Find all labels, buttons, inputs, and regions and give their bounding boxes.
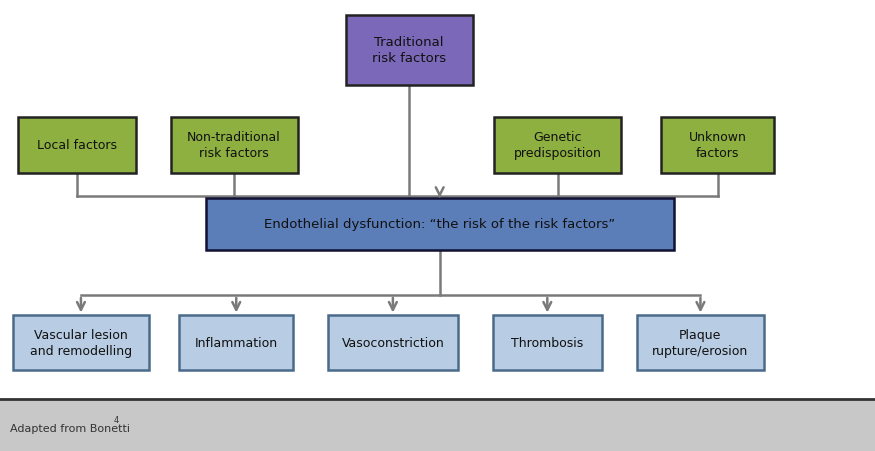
Text: Genetic
predisposition: Genetic predisposition bbox=[514, 131, 602, 160]
Text: Non-traditional
risk factors: Non-traditional risk factors bbox=[187, 131, 281, 160]
Bar bbox=[346, 16, 472, 86]
Text: Inflammation: Inflammation bbox=[195, 336, 278, 349]
Bar bbox=[206, 198, 674, 250]
Bar bbox=[328, 316, 458, 370]
Bar bbox=[493, 316, 602, 370]
Bar bbox=[661, 117, 774, 174]
Bar bbox=[179, 316, 293, 370]
Bar bbox=[171, 117, 298, 174]
Text: Unknown
factors: Unknown factors bbox=[689, 131, 746, 160]
Bar bbox=[18, 117, 136, 174]
Bar bbox=[637, 316, 764, 370]
Text: Vasoconstriction: Vasoconstriction bbox=[341, 336, 444, 349]
Bar bbox=[494, 117, 621, 174]
Bar bbox=[13, 316, 149, 370]
Text: Endothelial dysfunction: “the risk of the risk factors”: Endothelial dysfunction: “the risk of th… bbox=[264, 218, 615, 231]
Text: Adapted from Bonetti: Adapted from Bonetti bbox=[10, 423, 134, 433]
Bar bbox=[0, 399, 875, 451]
Text: Local factors: Local factors bbox=[37, 139, 116, 152]
Text: Traditional
risk factors: Traditional risk factors bbox=[372, 36, 446, 65]
Text: 4: 4 bbox=[114, 415, 119, 424]
Text: Thrombosis: Thrombosis bbox=[511, 336, 584, 349]
Text: Plaque
rupture/erosion: Plaque rupture/erosion bbox=[653, 328, 749, 357]
Text: Vascular lesion
and remodelling: Vascular lesion and remodelling bbox=[30, 328, 132, 357]
